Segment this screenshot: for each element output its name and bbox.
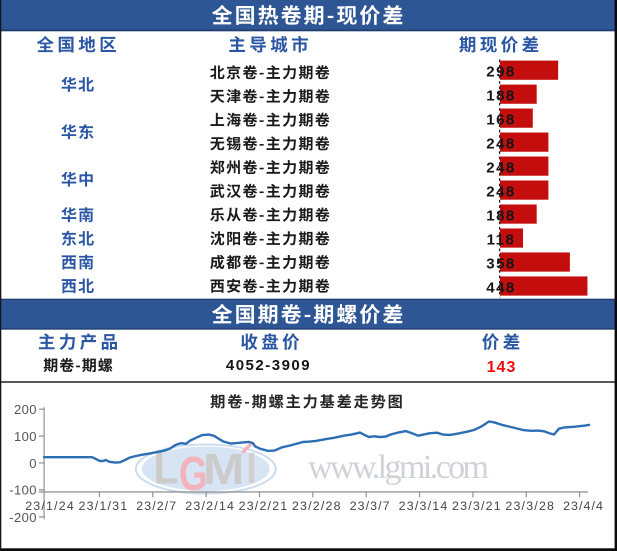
svg-text:448: 448 bbox=[486, 280, 516, 297]
svg-text:100: 100 bbox=[14, 429, 37, 444]
svg-text:143: 143 bbox=[487, 359, 517, 376]
svg-text:118: 118 bbox=[487, 232, 516, 249]
svg-text:M: M bbox=[203, 445, 244, 494]
svg-text:23/4/4: 23/4/4 bbox=[563, 499, 603, 513]
svg-text:-100: -100 bbox=[9, 483, 37, 498]
svg-text:188: 188 bbox=[486, 208, 516, 225]
svg-text:www.lgmi.com: www.lgmi.com bbox=[308, 449, 489, 486]
svg-text:I: I bbox=[247, 443, 257, 493]
svg-text:23/3/28: 23/3/28 bbox=[505, 499, 554, 513]
svg-text:168: 168 bbox=[486, 112, 516, 129]
svg-text:23/1/31: 23/1/31 bbox=[79, 499, 128, 513]
svg-text:4052-3909: 4052-3909 bbox=[226, 357, 311, 374]
svg-text:248: 248 bbox=[486, 136, 516, 153]
svg-text:-200: -200 bbox=[9, 510, 37, 525]
svg-text:23/2/28: 23/2/28 bbox=[292, 499, 341, 513]
svg-text:23/2/21: 23/2/21 bbox=[239, 499, 288, 513]
svg-text:248: 248 bbox=[486, 184, 516, 201]
svg-text:23/1/24: 23/1/24 bbox=[25, 499, 74, 513]
svg-text:298: 298 bbox=[486, 64, 516, 81]
svg-text:0: 0 bbox=[29, 456, 37, 471]
svg-text:248: 248 bbox=[486, 160, 516, 177]
svg-text:188: 188 bbox=[486, 88, 516, 105]
svg-text:23/3/7: 23/3/7 bbox=[350, 499, 390, 513]
svg-text:23/2/7: 23/2/7 bbox=[136, 499, 176, 513]
svg-text:23/3/21: 23/3/21 bbox=[452, 499, 501, 513]
svg-text:200: 200 bbox=[14, 402, 37, 417]
svg-text:358: 358 bbox=[486, 256, 516, 273]
svg-text:23/3/14: 23/3/14 bbox=[399, 499, 448, 513]
svg-text:23/2/14: 23/2/14 bbox=[185, 499, 234, 513]
